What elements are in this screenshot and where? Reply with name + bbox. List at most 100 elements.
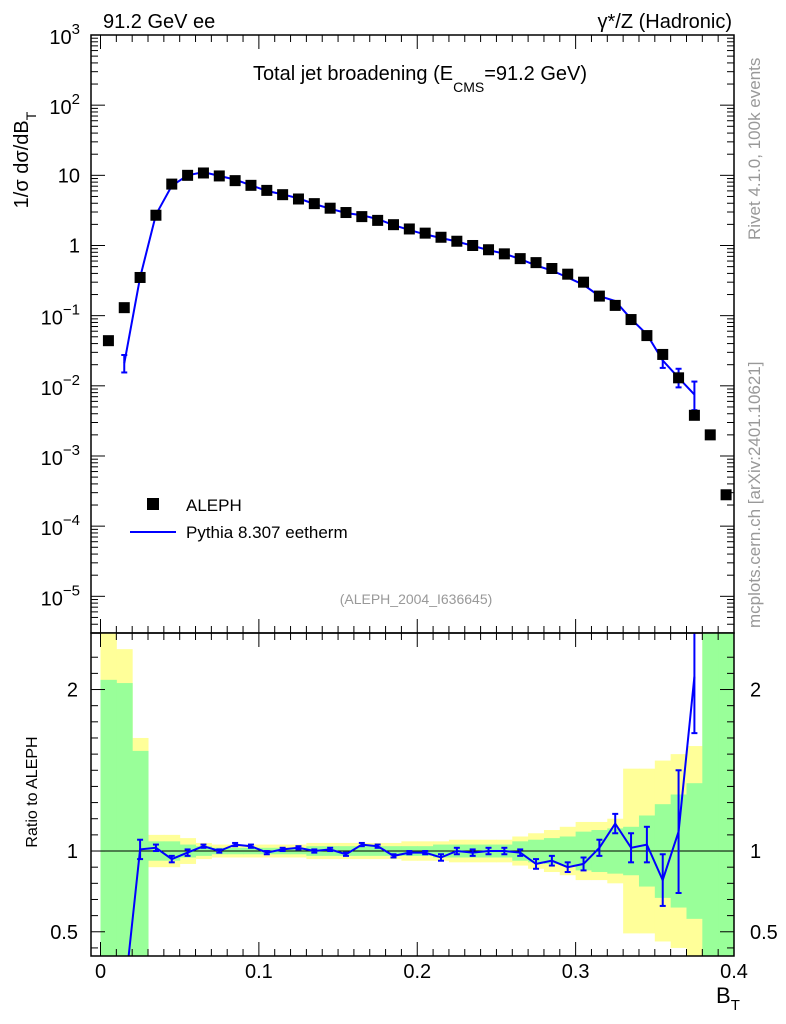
- ratio-xtick-label: 0.4: [720, 961, 748, 983]
- data-point: [562, 268, 574, 280]
- rivet-label: Rivet 4.1.0, 100k events: [745, 58, 764, 240]
- main-ytick-exp: −3: [63, 442, 80, 459]
- data-point: [308, 198, 320, 210]
- main-ytick-base: 10: [41, 378, 63, 400]
- data-point: [546, 262, 558, 274]
- data-point: [372, 214, 384, 226]
- ratio-xtick-label: 0.3: [562, 961, 590, 983]
- data-point: [578, 276, 590, 288]
- ratio-xtick-label: 0: [95, 961, 106, 983]
- main-ytick-base: 10: [58, 165, 80, 187]
- data-point: [387, 219, 399, 231]
- ratio-marks: [91, 633, 734, 956]
- data-point: [166, 178, 178, 190]
- main-ylabel-text: 1/σ dσ/dB: [11, 120, 33, 208]
- ratio-ylabel: Ratio to ALEPH: [24, 736, 41, 847]
- ratio-xlabel: BT: [716, 983, 740, 1014]
- data-point: [483, 244, 495, 256]
- main-title-tail: =91.2 GeV): [484, 63, 587, 85]
- main-plot-area: [91, 35, 734, 633]
- main-ytick-label: 10−3: [41, 442, 80, 470]
- data-point: [102, 335, 114, 347]
- data-point: [704, 429, 716, 441]
- legend-data-marker: [147, 498, 159, 510]
- main-ytick-exp: 2: [72, 91, 80, 108]
- data-point: [688, 409, 700, 421]
- data-point: [324, 202, 336, 214]
- ratio-ytick-label-left: 1: [67, 841, 78, 863]
- main-ytick-label: 102: [49, 91, 80, 119]
- main-ytick-exp: −1: [63, 302, 80, 319]
- data-point: [530, 257, 542, 269]
- data-point: [657, 348, 669, 360]
- data-point: [403, 223, 415, 235]
- ratio-ytick-label-left: 0.5: [50, 922, 78, 944]
- ratio-ytick-label-right: 1: [750, 841, 761, 863]
- main-ytick-label: 10−5: [41, 582, 80, 610]
- main-ytick-base: 10: [49, 97, 71, 119]
- main-ytick-exp: 3: [72, 21, 80, 38]
- legend: ALEPH Pythia 8.307 eetherm: [130, 496, 348, 542]
- ratio-ytick-label-right: 0.5: [750, 922, 778, 944]
- data-point: [514, 253, 526, 265]
- data-point: [467, 239, 479, 251]
- main-ytick-base: 10: [41, 588, 63, 610]
- ratio-frame: [90, 632, 735, 957]
- main-ytick-exp: −2: [63, 372, 80, 389]
- data-point: [435, 231, 447, 243]
- data-point: [229, 175, 241, 187]
- data-point: [720, 489, 732, 501]
- data-point: [419, 227, 431, 239]
- ratio-ytick-label-left: 2: [67, 680, 78, 702]
- main-title-text: Total jet broadening (E: [253, 63, 453, 85]
- main-ytick-exp: −5: [63, 582, 80, 599]
- main-marks: [102, 167, 732, 501]
- data-point: [593, 290, 605, 302]
- main-ytick-label: 10−1: [41, 302, 80, 330]
- data-point: [625, 314, 637, 326]
- data-point: [197, 167, 209, 179]
- data-point: [277, 189, 289, 201]
- main-ytick-exp: −4: [63, 512, 80, 529]
- main-ytick-base: 10: [49, 27, 71, 49]
- data-point: [118, 302, 130, 314]
- data-point: [498, 248, 510, 260]
- main-ytick-label: 1: [69, 235, 80, 257]
- main-title-sub: CMS: [453, 79, 484, 95]
- ratio-xlabel-text: B: [716, 983, 731, 1008]
- main-ytick-base: 10: [41, 518, 63, 540]
- uncertainty-band-inner: [718, 633, 734, 956]
- data-point: [673, 372, 685, 384]
- data-point: [261, 184, 273, 196]
- data-point: [641, 330, 653, 342]
- ratio-panel: 0.5 0.5 1 1 2 2 0 0.1 0.2 0.3 0.4 Ratio to ALEPH B…: [24, 632, 778, 1014]
- data-point: [213, 170, 225, 182]
- data-point: [134, 271, 146, 283]
- ratio-axes: 0.5 0.5 1 1 2 2 0 0.1 0.2 0.3 0.4: [50, 633, 778, 983]
- uncertainty-band-inner: [116, 683, 133, 956]
- main-ytick-base: 10: [41, 308, 63, 330]
- ratio-ytick-label-right: 2: [750, 680, 761, 702]
- analysis-tag: (ALEPH_2004_I636645): [340, 591, 493, 607]
- data-point: [150, 209, 162, 221]
- ratio-series-line: [127, 676, 696, 956]
- data-point: [245, 179, 257, 191]
- ratio-xlabel-sub: T: [731, 997, 740, 1014]
- main-ytick-label: 10−2: [41, 372, 80, 400]
- ratio-xtick-label: 0.1: [245, 961, 273, 983]
- legend-mc-label: Pythia 8.307 eetherm: [186, 523, 348, 542]
- uncertainty-band-inner: [100, 679, 117, 956]
- data-point: [340, 207, 352, 219]
- data-point: [356, 211, 368, 223]
- data-point: [609, 299, 621, 311]
- main-ytick-label: 103: [49, 21, 80, 49]
- main-ytick-base: 10: [41, 448, 63, 470]
- main-ylabel-sub: T: [23, 111, 39, 120]
- main-ylabel: 1/σ dσ/dBT: [11, 111, 39, 208]
- header-right-label: γ*/Z (Hadronic): [598, 11, 732, 33]
- header-left-label: 91.2 GeV ee: [103, 11, 215, 33]
- data-point: [451, 235, 463, 247]
